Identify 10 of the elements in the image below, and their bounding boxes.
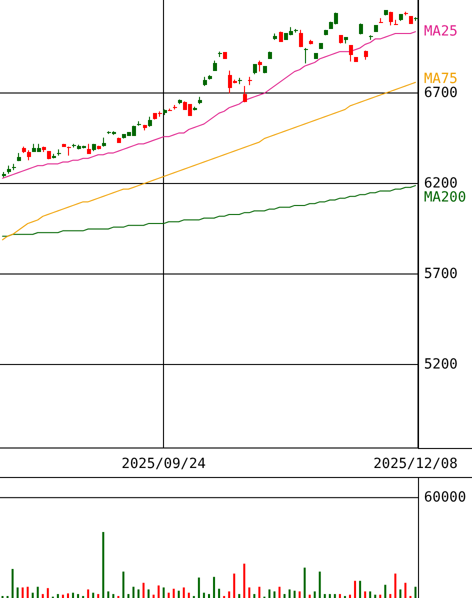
series-label: MA75 — [424, 70, 458, 87]
y-tick-label: 5700 — [424, 266, 458, 282]
series-label: MA25 — [424, 23, 458, 40]
series-label: MA200 — [424, 189, 466, 206]
y-tick-label: 6200 — [424, 175, 458, 192]
y-tick-label: 6700 — [424, 84, 458, 101]
text: 60000 — [424, 489, 466, 506]
y-tick-label: 5200 — [424, 356, 458, 372]
x-tick-label: 2025/09/24 — [122, 456, 206, 472]
x-tick-label: 2025/12/08 — [373, 456, 458, 472]
